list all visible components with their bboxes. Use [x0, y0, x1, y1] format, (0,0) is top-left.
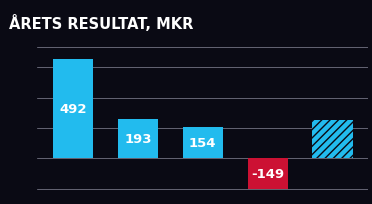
Bar — [312, 120, 353, 159]
Bar — [312, 120, 353, 159]
Text: ÅRETS RESULTAT, MKR: ÅRETS RESULTAT, MKR — [9, 15, 194, 32]
Text: -149: -149 — [251, 167, 284, 180]
Text: 154: 154 — [189, 137, 217, 150]
Text: 492: 492 — [59, 103, 87, 115]
Text: 193: 193 — [124, 133, 151, 146]
Bar — [183, 128, 223, 159]
Bar — [118, 120, 158, 159]
Bar — [247, 159, 288, 188]
Bar — [53, 60, 93, 159]
